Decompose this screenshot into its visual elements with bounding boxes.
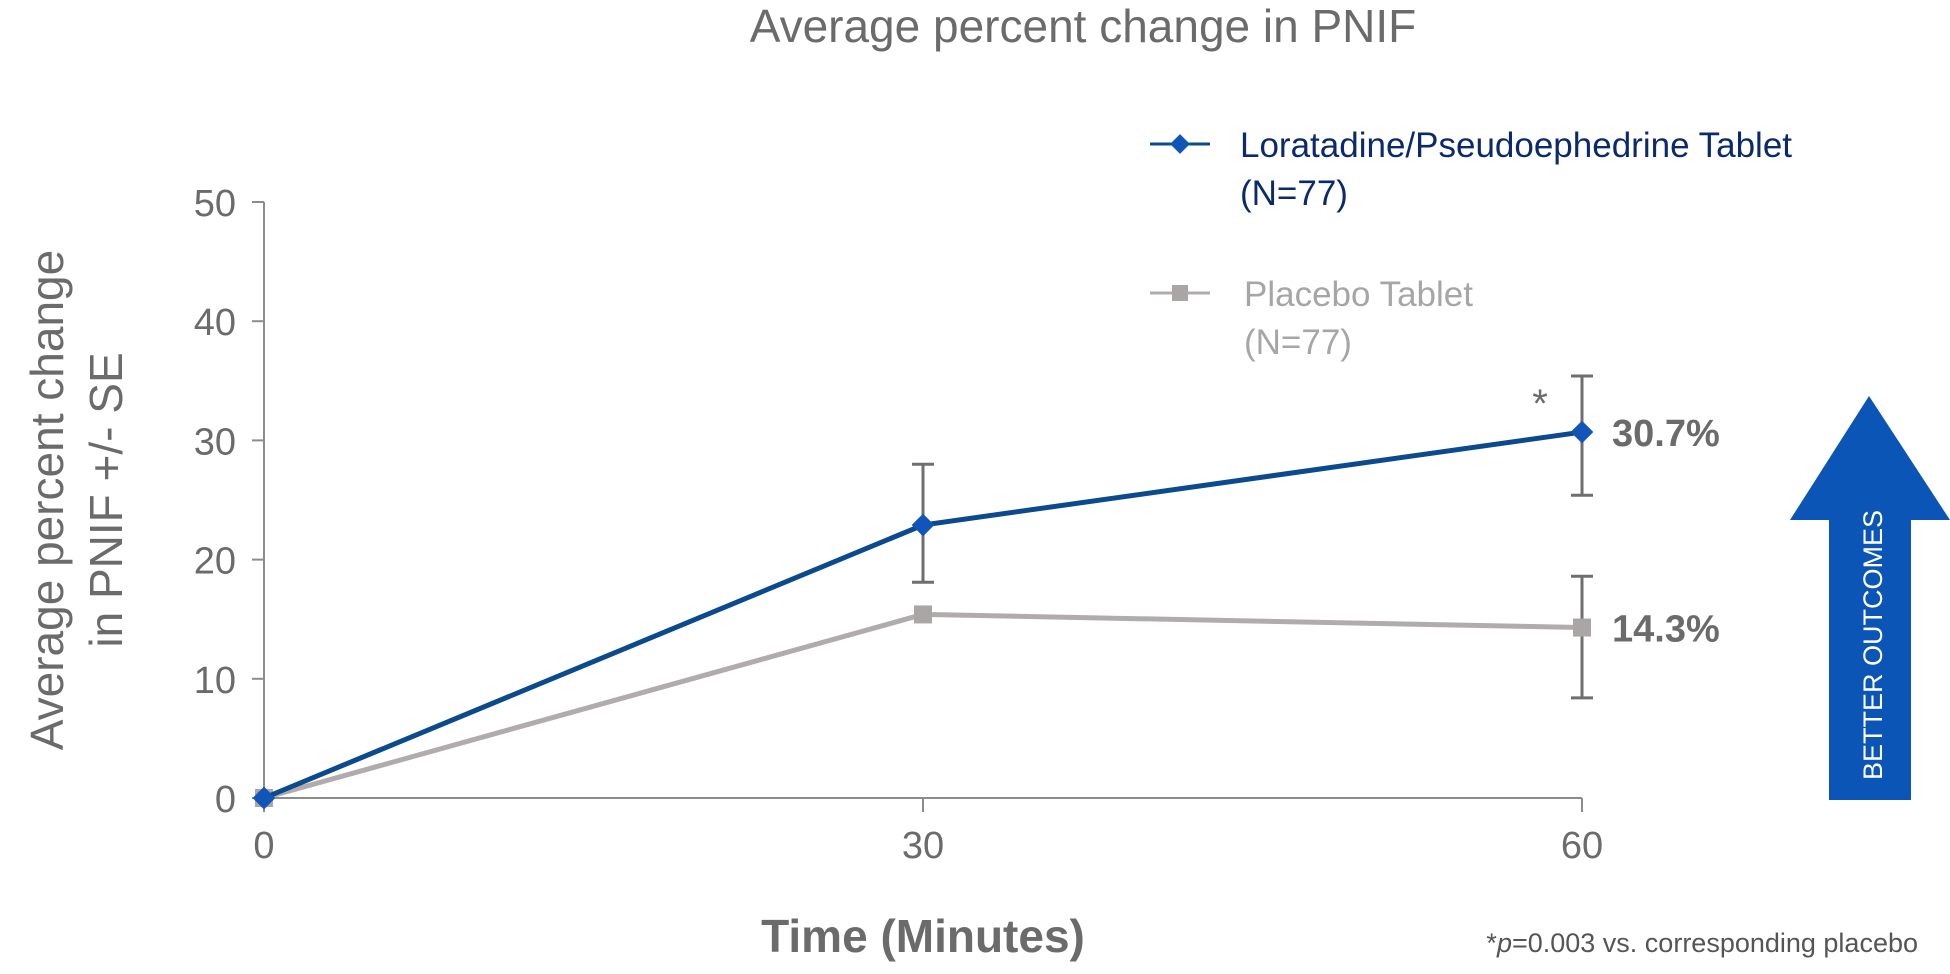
significance-marker: * [1532,382,1548,426]
x-tick-label: 30 [902,825,944,867]
legend-item-loratadine: Loratadine/Pseudoephedrine Tablet (N=77) [1150,126,1792,213]
placebo-point [914,605,932,624]
legend-label-placebo-line-1: Placebo Tablet [1244,275,1473,314]
placebo-end-label: 14.3% [1612,609,1720,651]
legend-label-placebo-line-2: (N=77) [1244,323,1352,362]
y-axis-label-line-2: in PNIF +/- SE [80,352,132,647]
y-tick-label: 10 [194,660,236,702]
y-axis-label-line-1: Average percent change [21,250,73,750]
footnote-p: p [1496,928,1512,958]
footnote-text: =0.003 vs. corresponding placebo [1512,928,1918,958]
chart-title: Average percent change in PNIF [750,0,1417,52]
footnote-star: * [1486,928,1497,958]
y-tick-label: 20 [194,541,236,583]
placebo-point [1573,618,1591,637]
series-layer: 14.3% 30.7% * [252,374,1720,810]
legend-square-marker [1172,285,1188,301]
loratadine-point [1570,420,1594,444]
up-arrow-icon [1790,396,1950,800]
x-tick-label: 60 [1561,825,1603,867]
better-outcomes-arrow: BETTER OUTCOMES [1790,396,1950,800]
placebo-line [263,611,1583,801]
axes: 0 10 20 30 40 50 0 30 60 [194,183,1603,867]
legend: Loratadine/Pseudoephedrine Tablet (N=77)… [1150,126,1792,362]
loratadine-point [911,513,935,537]
y-tick-label: 0 [215,779,236,821]
y-axis-label: Average percent change in PNIF +/- SE [21,250,132,750]
footnote: *p=0.003 vs. corresponding placebo [1486,928,1918,958]
x-axis-label: Time (Minutes) [761,910,1085,962]
legend-diamond-marker [1170,134,1190,154]
y-tick-label: 50 [194,183,236,225]
y-tick-label: 40 [194,302,236,344]
arrow-label: BETTER OUTCOMES [1858,510,1888,780]
y-tick-label: 30 [194,421,236,463]
legend-item-placebo: Placebo Tablet (N=77) [1150,275,1473,362]
legend-label-loratadine-line-1: Loratadine/Pseudoephedrine Tablet [1240,126,1792,165]
legend-label-loratadine-line-2: (N=77) [1240,174,1348,213]
x-tick-label: 0 [253,825,274,867]
loratadine-end-label: 30.7% [1612,413,1720,455]
